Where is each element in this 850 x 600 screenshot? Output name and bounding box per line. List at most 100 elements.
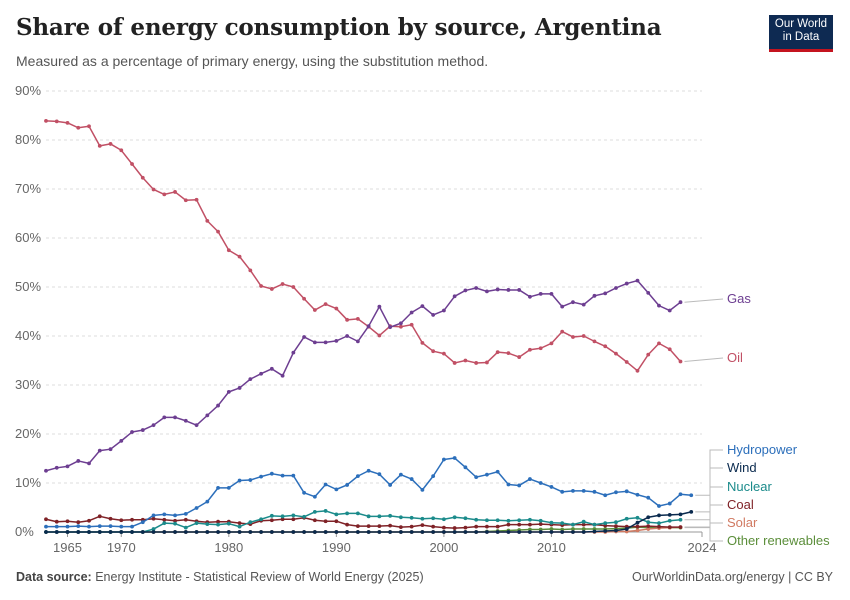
data-point-oil [226,248,231,253]
site-license-link[interactable]: OurWorldinData.org/energy | CC BY [631,570,833,584]
data-point-hydropower [355,474,360,479]
data-point-nuclear [646,520,651,525]
data-point-nuclear [581,519,586,524]
data-point-coal [442,525,446,530]
data-point-hydropower [657,504,661,508]
data-point-hydropower [280,473,285,478]
data-point-nuclear [603,521,608,526]
data-point-gas [366,324,371,329]
data-point-hydropower [678,492,683,497]
data-point-gas [398,321,403,326]
data-point-hydropower [581,488,586,493]
data-point-wind [635,520,640,525]
data-point-oil [216,229,220,234]
data-point-gas [323,340,328,345]
legend-label-nuclear: Nuclear [727,479,772,494]
data-point-gas [312,340,317,345]
data-point-nuclear [463,516,468,521]
series-line-gas [45,279,681,472]
data-point-nuclear [248,520,253,525]
data-point-wind [388,530,393,534]
data-point-wind [485,530,489,534]
legend-label-gas: Gas [727,291,751,306]
data-point-gas [667,308,672,313]
owid-logo[interactable]: Our World in Data [769,15,833,52]
data-point-gas [377,304,382,309]
data-point-wind [377,530,382,534]
data-point-oil [248,268,253,273]
data-point-oil [108,142,113,146]
data-point-coal [216,519,220,524]
data-point-oil [302,296,306,301]
data-point-nuclear [549,520,554,525]
data-point-wind [678,512,683,517]
data-point-wind [226,530,231,534]
data-point-oil [44,118,48,123]
data-point-oil [65,120,70,125]
data-point-wind [646,515,651,520]
data-point-hydropower [312,494,317,499]
data-point-coal [97,514,102,519]
data-point-wind [624,527,629,531]
data-point-nuclear [442,517,446,522]
data-point-oil [119,148,124,153]
data-point-oil [76,125,81,130]
data-point-solar [646,527,651,531]
data-point-nuclear [237,524,242,529]
connector-nuclear [684,486,723,521]
data-point-nuclear [614,520,618,525]
data-point-oil [528,347,532,352]
data-point-coal [119,518,124,523]
data-point-wind [517,530,522,534]
data-point-wind [87,530,91,534]
data-point-coal [54,519,59,524]
data-point-oil [646,352,651,357]
data-point-nuclear [398,515,403,520]
data-point-coal [334,519,339,524]
data-source-note: Data source: Energy Institute - Statisti… [16,570,424,584]
data-point-coal [420,523,425,528]
data-point-nuclear [409,515,414,520]
data-point-hydropower [345,483,350,487]
data-point-oil [355,316,360,321]
data-point-hydropower [635,492,640,497]
data-point-hydropower [44,524,48,529]
data-point-oil [452,361,457,365]
data-point-hydropower [614,490,618,495]
data-point-oil [614,351,618,356]
data-point-gas [76,459,81,463]
data-point-oil [54,119,59,124]
data-point-coal [485,524,489,529]
data-point-gas [442,308,446,313]
logo-line2: in Data [782,31,820,43]
data-point-coal [323,519,328,524]
data-point-coal [452,526,457,530]
data-point-wind [97,530,102,534]
data-source-link[interactable]: Energy Institute - Statistical Review of… [95,570,424,584]
data-point-coal [130,517,134,522]
data-point-gas [528,294,532,299]
data-point-nuclear [657,521,661,526]
data-point-hydropower [291,473,296,478]
data-point-hydropower [485,472,489,477]
data-point-oil [130,162,134,166]
data-point-wind [657,513,661,518]
data-point-coal [366,524,371,529]
data-point-hydropower [259,474,263,479]
data-point-hydropower [377,472,382,477]
connector-solar [684,522,723,528]
data-point-hydropower [592,489,597,494]
data-point-coal [538,522,543,527]
data-point-gas [237,386,242,390]
data-point-nuclear [452,515,457,520]
data-source-label: Data source: [16,570,92,584]
data-point-wind [334,530,339,534]
data-point-wind [151,530,156,534]
data-point-wind [355,530,360,534]
data-point-nuclear [345,511,350,516]
data-point-hydropower [216,486,220,490]
data-point-wind [409,530,414,534]
data-point-oil [280,282,285,286]
data-point-gas [108,447,113,452]
data-point-coal [657,524,661,529]
